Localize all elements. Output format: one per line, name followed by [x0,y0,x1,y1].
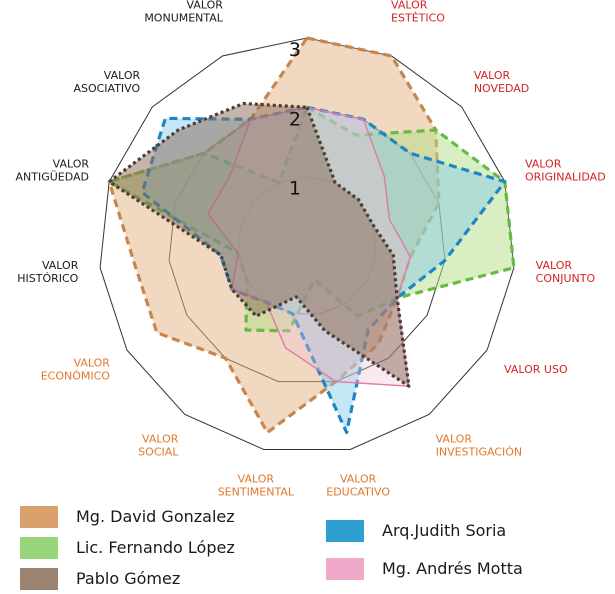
legend-swatch-pablo-gomez [20,568,58,590]
axis-label-investigacion: VALOR INVESTIGACIÓN [436,433,523,459]
axis-label-historico: VALOR HISTÓRICO [17,259,78,285]
legend-swatch-fernando-lopez [20,537,58,559]
axis-label-antiguedad: VALOR ANTIGÜEDAD [16,158,90,184]
legend: Mg. David Gonzalez Lic. Fernando López P… [0,500,615,590]
axis-label-conjunto: VALOR CONJUNTO [536,259,596,285]
legend-swatch-judith-soria [326,520,364,542]
axis-label-originalidad: VALOR ORIGINALIDAD [525,158,606,184]
ring-labels: 1 2 3 [289,39,301,200]
axis-label-educativo: VALOR EDUCATIVO [326,473,390,499]
legend-label-judith-soria: Arq.Judith Soria [382,521,507,540]
axis-label-novedad: VALOR NOVEDAD [474,69,529,95]
grid-ring-3 [99,37,515,450]
axis-label-sentimental: VALOR SENTIMENTAL [218,473,295,499]
ring-label-3: 3 [289,39,301,61]
legend-swatch-andres-motta [326,558,364,580]
axis-label-social: VALOR SOCIAL [138,433,179,459]
legend-label-andres-motta: Mg. Andrés Motta [382,559,523,578]
axis-label-artistico: VALORARTÍSTICO [278,0,336,3]
legend-label-fernando-lopez: Lic. Fernando López [76,538,235,557]
ring-label-2: 2 [289,108,301,130]
series-pablo-g-mez [107,101,411,388]
legend-label-david-gonzalez: Mg. David Gonzalez [76,507,235,526]
axis-label-monumental: VALOR MONUMENTAL [144,0,223,24]
legend-label-pablo-gomez: Pablo Gómez [76,569,181,588]
axis-label-estetico: VALOR ESTÉTICO [391,0,445,24]
legend-swatch-david-gonzalez [20,506,58,528]
axis-label-asociativo: VALOR ASOCIATIVO [73,69,140,95]
radar-series [107,36,516,435]
axis-label-economico: VALOR ECONÓMICO [41,357,111,383]
ring-label-1: 1 [289,178,301,200]
axis-label-valor-uso: VALOR USO [504,363,568,376]
